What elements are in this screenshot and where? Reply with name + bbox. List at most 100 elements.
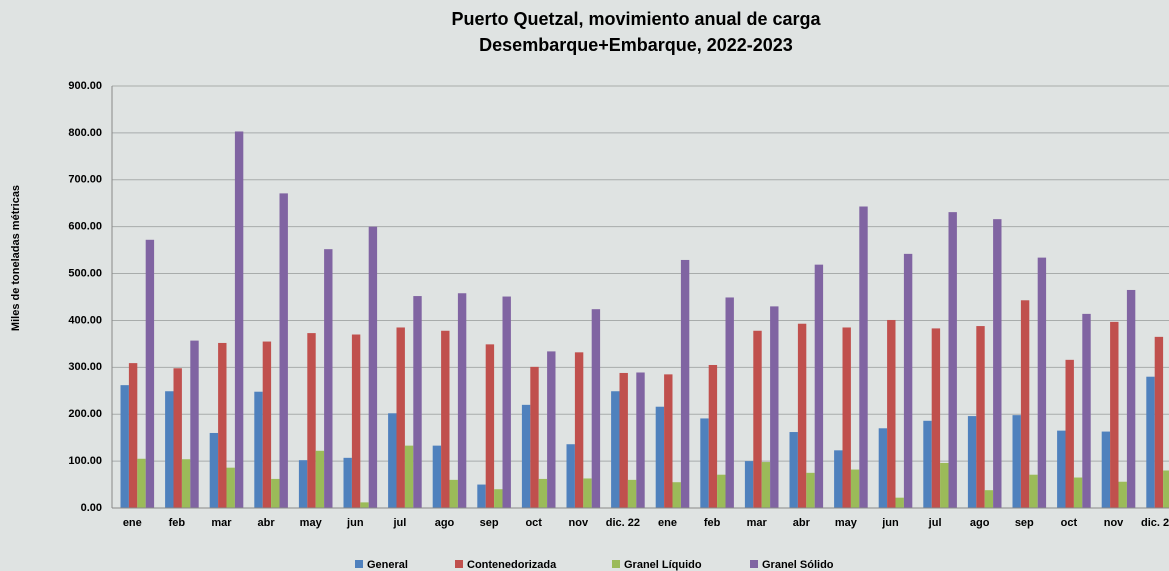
legend-label: General [367,559,408,571]
bar [850,469,860,508]
bar [324,249,333,508]
bar [566,444,575,508]
bar [173,368,182,508]
bar [672,482,681,508]
x-tick-label: dic. 22 [606,517,640,529]
x-tick-label: ago [970,517,990,529]
bar [591,309,601,508]
x-tick-label: oct [1061,517,1078,529]
legend-swatch [455,560,463,568]
bar [502,296,511,508]
bar [271,478,280,508]
x-tick-label: dic. 23 [1141,517,1169,529]
bar [655,406,665,508]
bar [923,420,932,508]
bar [165,391,174,508]
legend-swatch [355,560,363,568]
bar [521,404,531,508]
bar [789,432,798,508]
y-tick-label: 700.00 [68,174,102,186]
bar [984,490,994,508]
y-tick-label: 500.00 [68,267,102,279]
bar [761,462,771,508]
y-tick-label: 0.00 [81,502,102,514]
bar [1012,415,1021,508]
bar [753,330,762,508]
bar [190,340,199,508]
bar [360,502,369,508]
bar [878,428,888,508]
bar [226,467,235,508]
bar [1101,431,1111,508]
x-tick-label: oct [525,517,542,529]
bar [770,306,779,508]
bar [254,391,263,508]
bar [351,334,361,508]
bar [627,479,637,508]
bar [1082,313,1091,508]
bar [1037,257,1047,508]
x-tick-label: nov [569,517,589,529]
y-axis-label: Miles de toneladas métricas [10,185,22,331]
bar [1065,359,1074,508]
bar [1126,289,1136,508]
x-tick-label: mar [747,517,768,529]
x-tick-label: jun [346,517,364,529]
bar [744,461,754,508]
bar [218,342,227,508]
bar [967,416,977,508]
bar [583,478,592,508]
bar [717,474,726,508]
bar [307,333,316,508]
bar [1163,470,1169,508]
bar [457,293,467,508]
bar [181,459,191,508]
legend-label: Granel Sólido [762,559,834,571]
legend-label: Granel Líquido [624,559,702,571]
bar [538,478,548,508]
x-tick-label: feb [169,517,186,529]
bar [209,432,219,508]
x-tick-label: jun [881,517,899,529]
bar [530,366,539,508]
bar [432,445,442,508]
bar [396,327,405,508]
bar [343,457,352,508]
bar [842,327,851,508]
x-tick-label: ene [123,517,142,529]
bar [574,352,584,508]
y-tick-label: 800.00 [68,127,102,139]
bar [619,372,628,508]
legend-swatch [750,560,758,568]
y-tick-label: 400.00 [68,314,102,326]
bar [708,364,718,508]
bar [931,328,941,508]
bar [137,458,146,508]
x-tick-label: abr [258,517,276,529]
bar [1146,376,1155,508]
x-tick-label: ene [658,517,677,529]
y-tick-label: 100.00 [68,455,102,467]
bar [279,193,288,508]
bar [1154,336,1164,508]
x-tick-label: feb [704,517,721,529]
x-tick-label: may [835,517,858,529]
legend-label: Contenedorizada [467,559,557,571]
bar [298,460,308,508]
bar [262,341,272,508]
bar [449,479,458,508]
bar [948,212,957,508]
y-tick-label: 600.00 [68,221,102,233]
bar [1073,477,1083,508]
bar [1057,430,1066,508]
bar [368,226,378,508]
bar [887,319,896,508]
bar [725,297,734,508]
bar [1110,321,1119,508]
y-tick-label: 300.00 [68,361,102,373]
bar [895,497,904,508]
bar [700,418,709,508]
x-tick-label: ago [435,517,455,529]
y-tick-label: 900.00 [68,80,102,92]
